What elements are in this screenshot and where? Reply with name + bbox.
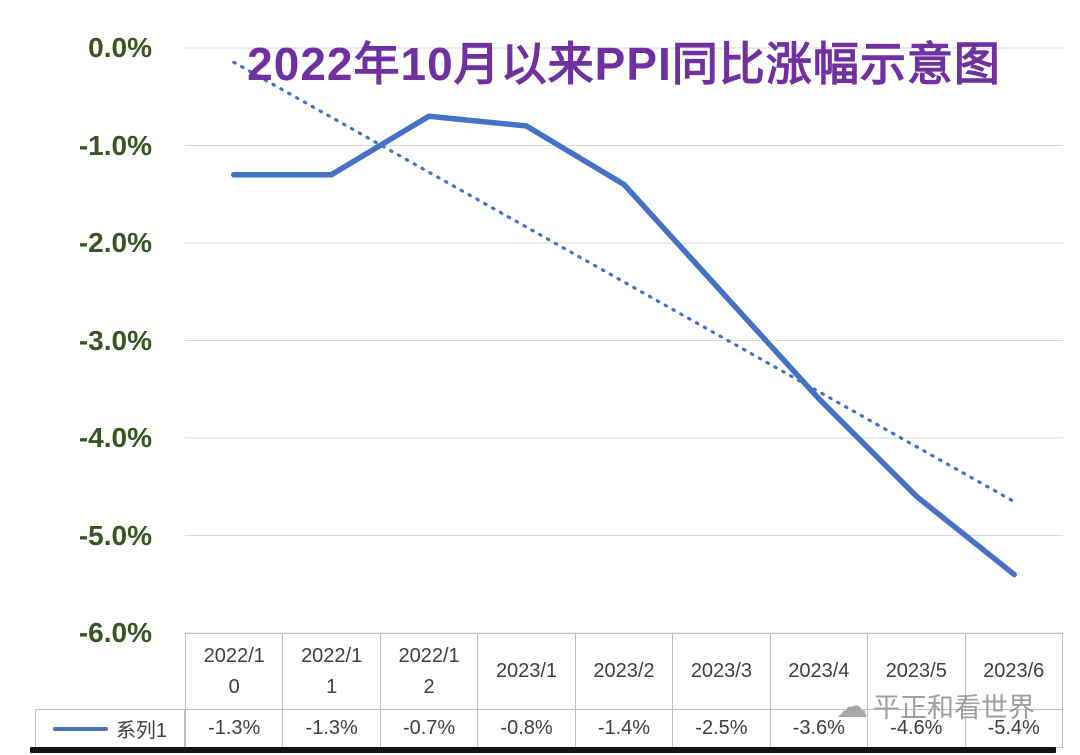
trendline-dotted	[232, 60, 1016, 504]
y-axis-labels: 0.0% -1.0% -2.0% -3.0% -4.0% -5.0% -6.0%	[0, 0, 152, 700]
table-value-cell: -1.3%	[282, 710, 379, 747]
y-axis-tick-label: -3.0%	[78, 324, 152, 356]
table-header-cell: 2022/12	[379, 634, 477, 709]
y-axis-tick-label: -5.0%	[78, 519, 152, 551]
y-axis-tick-label: -1.0%	[78, 129, 152, 161]
table-header-cell: 2023/3	[672, 634, 769, 709]
y-axis-tick-label: -2.0%	[78, 227, 152, 258]
table-value-cell: -5.4%	[964, 710, 1063, 747]
table-value-cell: -1.4%	[574, 710, 672, 747]
y-axis-tick-label: -6.0%	[78, 617, 152, 648]
data-table-values-row: -1.3% -1.3% -0.7% -0.8% -1.4% -2.5% -3.6% -4.6%…	[185, 709, 1063, 748]
table-value-cell: -3.6%	[769, 710, 867, 747]
y-axis-tick-label: 0.0%	[88, 32, 152, 63]
data-table-header-row: 2022/10 2022/11 2022/12 2023/1 2023/2 2023/3 2…	[185, 633, 1063, 709]
table-value-cell: -4.6%	[867, 710, 964, 747]
table-header-cell: 2023/5	[867, 634, 964, 709]
series1-label: 系列1	[115, 720, 168, 742]
series1-line-swatch	[52, 726, 108, 731]
chart-title: 2022年10月以来PPI同比涨幅示意图	[247, 38, 1001, 90]
table-value-cell: -1.3%	[185, 710, 282, 747]
table-header-cell: 2022/10	[185, 634, 282, 709]
table-value-cell: -0.7%	[379, 710, 477, 747]
table-header-cell: 2023/4	[769, 634, 867, 709]
table-header-cell: 2022/11	[282, 634, 379, 709]
table-header-cell: 2023/2	[574, 634, 672, 709]
table-header-cell: 2023/6	[964, 634, 1063, 709]
table-value-cell: -2.5%	[672, 710, 769, 747]
legend-cell: 系列1	[35, 709, 185, 748]
y-axis-tick-label: -4.0%	[78, 422, 152, 453]
table-header-cell: 2023/1	[477, 634, 574, 709]
series1-line	[231, 113, 1017, 578]
table-value-cell: -0.8%	[477, 710, 574, 747]
bottom-divider-bar	[30, 747, 1056, 753]
